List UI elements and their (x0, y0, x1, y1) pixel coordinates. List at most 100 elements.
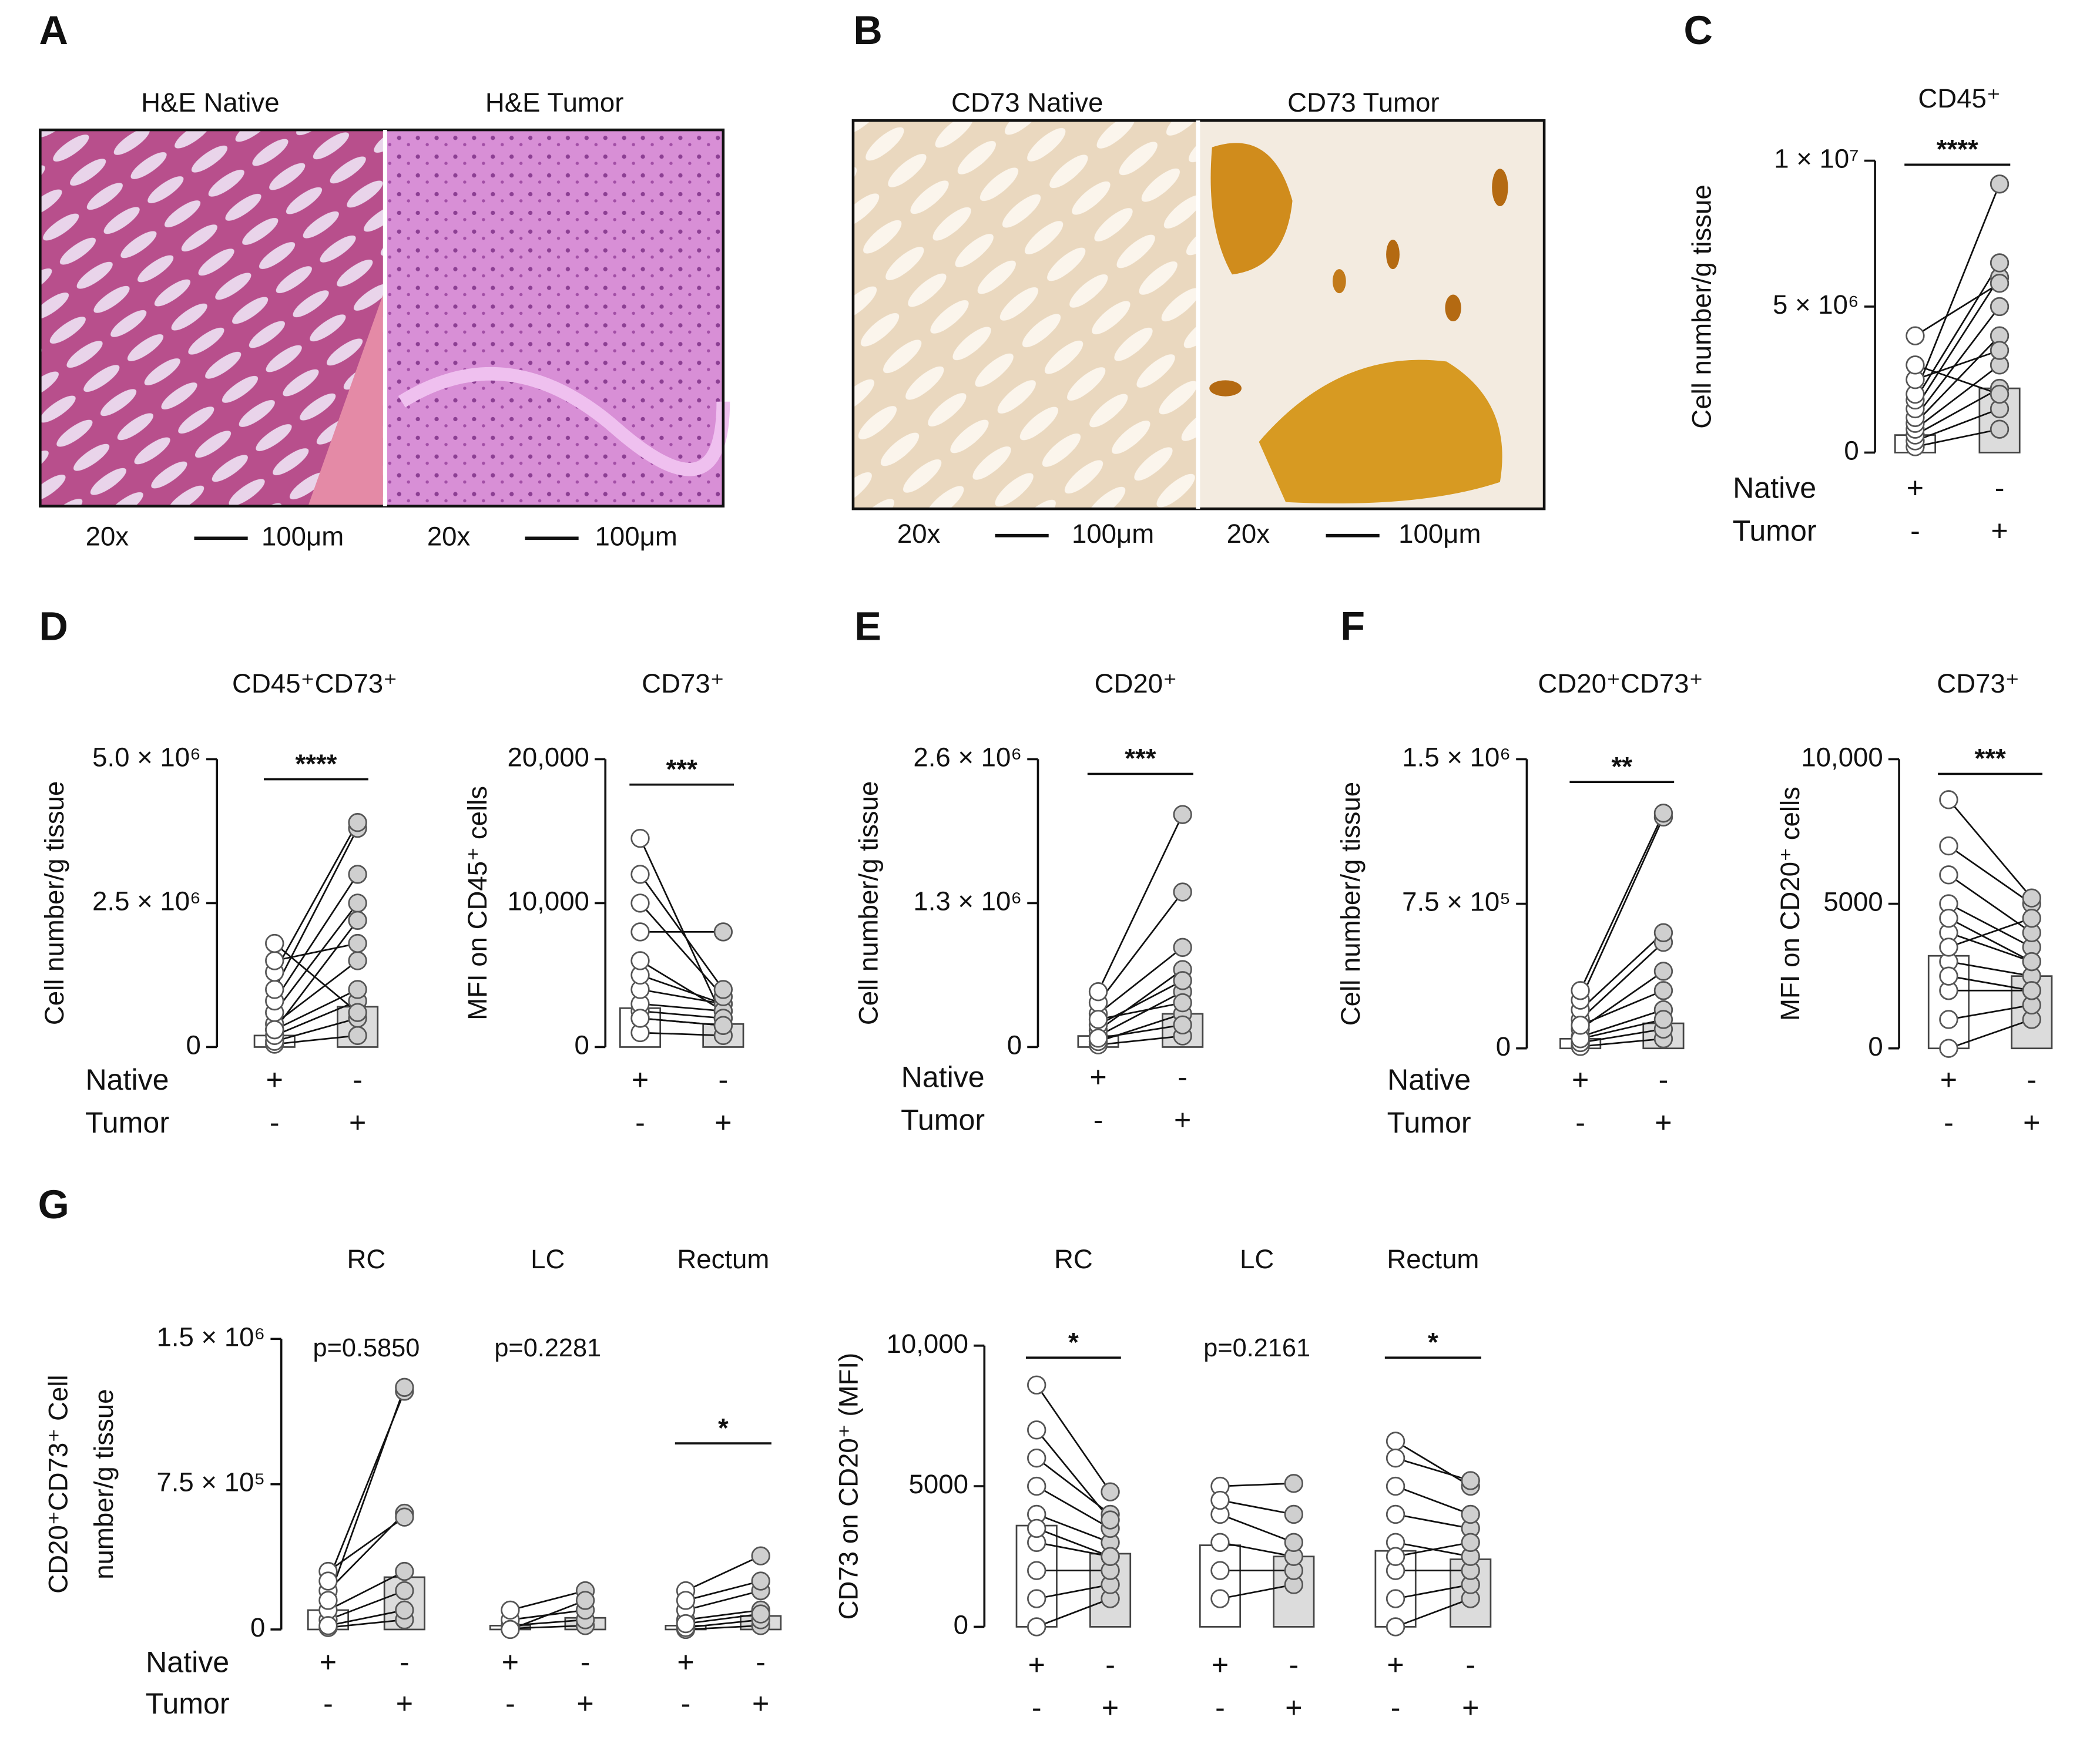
significance: ** (1612, 751, 1633, 781)
pair-line (685, 1555, 761, 1592)
chart-title: CD20⁺CD73⁺ (1538, 668, 1703, 698)
data-point (1990, 341, 2010, 360)
data-point (265, 980, 284, 999)
condition-sign: + (502, 1645, 519, 1678)
data-point (265, 933, 284, 953)
condition-sign: + (1285, 1691, 1302, 1724)
data-point (1939, 966, 1958, 986)
data-point (1027, 1476, 1046, 1496)
y-tick-label: 0 (1496, 1032, 1511, 1061)
condition-sign: + (576, 1687, 593, 1720)
image-title: CD73 Native (951, 88, 1103, 117)
pair-line (274, 902, 358, 1013)
data-point (1173, 882, 1192, 902)
condition-sign: + (1991, 514, 2008, 547)
pair-line (274, 873, 358, 1002)
significance: **** (1937, 135, 1978, 164)
significance: **** (295, 749, 337, 779)
pair-line (1036, 1598, 1111, 1628)
condition-sign: + (714, 1106, 732, 1139)
pair-line (274, 942, 358, 1013)
pair-line (274, 919, 358, 1030)
significance: * (1428, 1328, 1438, 1358)
data-point (1990, 174, 2010, 194)
data-point (1386, 1449, 1405, 1468)
data-point (751, 1546, 770, 1565)
pair-line (1097, 814, 1183, 992)
chart-title: CD45⁺ (1918, 83, 2001, 113)
data-point (1386, 1617, 1405, 1637)
row-label: Native (146, 1645, 229, 1678)
row-label: Tumor (901, 1103, 985, 1136)
data-point (1173, 938, 1192, 957)
data-point (1571, 1016, 1590, 1035)
data-point (1571, 981, 1590, 1000)
data-point (318, 1591, 338, 1610)
data-point (348, 951, 367, 970)
data-point (2022, 952, 2041, 972)
pair-line (1036, 1485, 1111, 1530)
condition-sign: - (681, 1687, 691, 1720)
condition-sign: - (1391, 1691, 1401, 1724)
pair-line (1948, 960, 2032, 977)
pair-line (640, 1010, 723, 1019)
data-point (1653, 962, 1673, 981)
condition-sign: + (1462, 1691, 1479, 1724)
pair-line (1948, 903, 2032, 948)
panel-label: E (854, 604, 881, 649)
y-tick-label: 2.5 × 10⁶ (92, 886, 201, 916)
data-point (1653, 923, 1673, 942)
pair-line (1580, 1009, 1664, 1038)
pair-line (1036, 1513, 1111, 1544)
pair-line (1219, 1513, 1294, 1544)
scale-label: 100μm (261, 521, 344, 551)
condition-sign: - (1465, 1648, 1475, 1681)
y-tick-label: 0 (575, 1030, 589, 1060)
y-axis-label: MFI on CD45⁺ cells (462, 786, 492, 1020)
data-point (1386, 1432, 1405, 1451)
row-label: Native (1733, 471, 1816, 504)
data-point (348, 813, 367, 832)
data-point (1173, 1015, 1192, 1034)
data-point (348, 980, 367, 999)
pair-line (1580, 1019, 1664, 1040)
condition-sign: + (2023, 1106, 2040, 1139)
pair-line (1580, 1028, 1664, 1044)
data-point (1210, 1533, 1230, 1552)
condition-sign: + (1174, 1103, 1191, 1136)
chart-title: CD20⁺ (1095, 668, 1178, 698)
significance: p=0.5850 (313, 1334, 420, 1362)
y-tick-label: 5000 (1823, 887, 1883, 917)
chart-title: CD73⁺ (1937, 668, 2020, 698)
pair-line (1914, 183, 2001, 395)
pair-line (685, 1590, 761, 1611)
significance: *** (1125, 744, 1156, 774)
y-axis-label: number/g tissue (89, 1389, 119, 1580)
pair-line (1948, 975, 2032, 992)
pair-line (327, 1570, 405, 1611)
data-point (1939, 908, 1958, 928)
pair-line (1914, 408, 2000, 442)
pair-line (1579, 942, 1664, 1020)
data-point (751, 1571, 770, 1591)
data-point (1939, 938, 1958, 957)
y-axis-label: Cell number/g tissue (39, 781, 69, 1025)
pair-line (1395, 1598, 1471, 1628)
pair-line (639, 960, 724, 1012)
condition-sign: - (635, 1106, 645, 1139)
data-point (348, 1003, 367, 1022)
condition-sign: - (1093, 1103, 1103, 1136)
pair-line (639, 873, 724, 990)
y-tick-label: 10,000 (508, 886, 589, 916)
condition-sign: - (1944, 1106, 1954, 1139)
condition-sign: + (1940, 1063, 1957, 1096)
data-point (1088, 1029, 1108, 1048)
y-tick-label: 0 (1868, 1032, 1883, 1061)
data-point (348, 1026, 367, 1046)
data-point (1027, 1589, 1046, 1608)
data-point (1173, 805, 1192, 824)
magnification: 20x (1227, 519, 1270, 549)
group-title: LC (1240, 1244, 1274, 1274)
pair-line (1579, 932, 1664, 1011)
